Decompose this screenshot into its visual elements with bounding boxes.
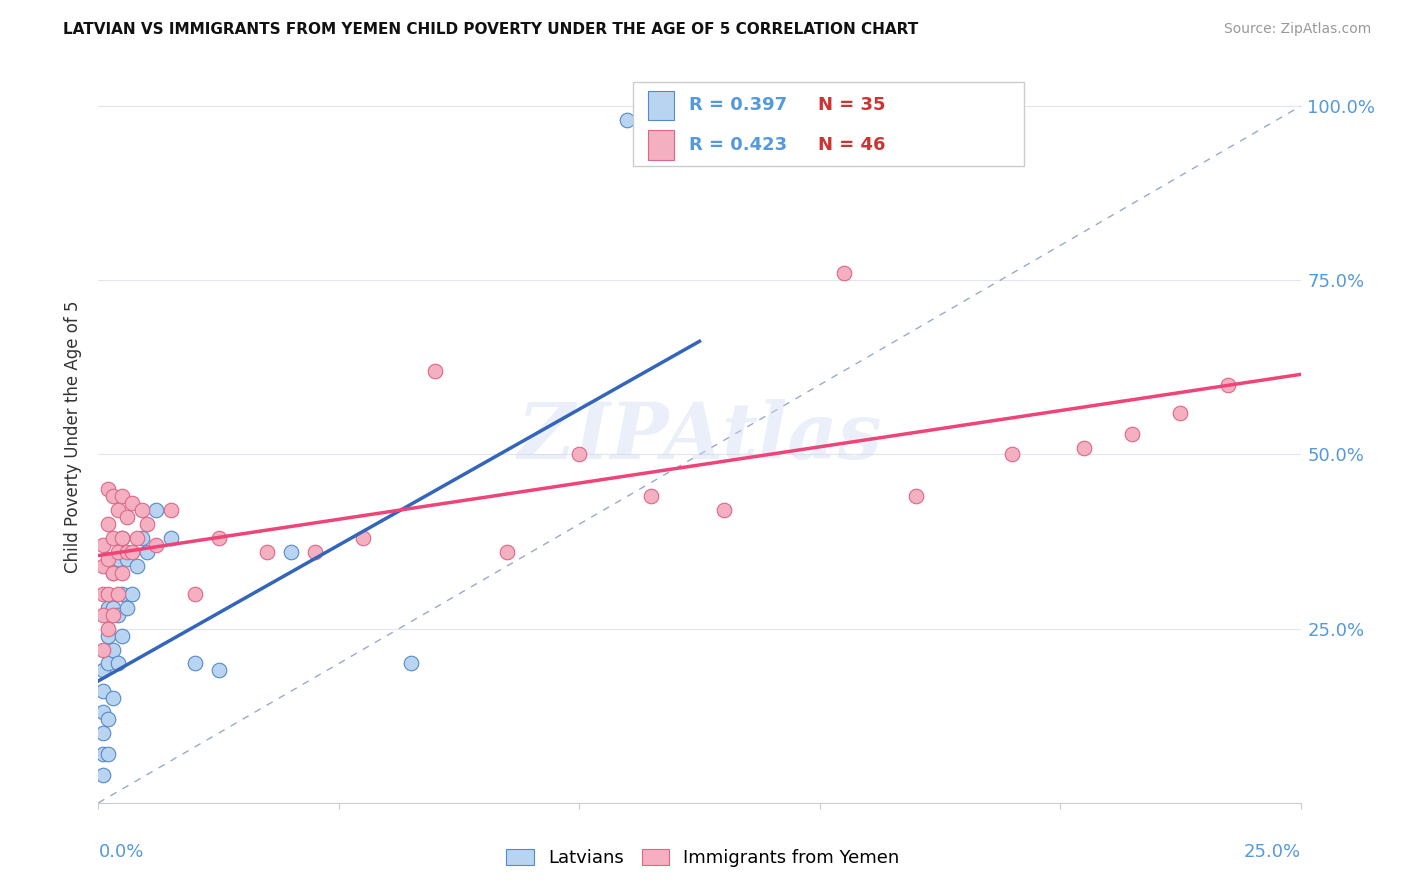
Point [159, 531, 181, 545]
Point [91, 538, 114, 552]
Point [640, 489, 662, 503]
Point [107, 587, 129, 601]
Point [399, 657, 422, 671]
Point [304, 545, 326, 559]
Point [97, 657, 120, 671]
FancyBboxPatch shape [648, 130, 675, 160]
Point [125, 531, 148, 545]
Point [135, 517, 157, 532]
Point [101, 642, 124, 657]
Legend: Latvians, Immigrants from Yemen: Latvians, Immigrants from Yemen [499, 841, 907, 874]
Point [640, 113, 662, 128]
Point [117, 552, 139, 566]
Point [1073, 441, 1095, 455]
Point [117, 600, 139, 615]
Point [97, 622, 120, 636]
Point [121, 496, 143, 510]
Point [91, 705, 114, 719]
Text: 0.0%: 0.0% [98, 843, 143, 861]
Point [111, 566, 134, 580]
Point [97, 712, 120, 726]
Point [616, 113, 638, 128]
Text: N = 46: N = 46 [818, 136, 886, 153]
Text: N = 35: N = 35 [818, 96, 886, 114]
Point [97, 600, 120, 615]
Point [111, 587, 134, 601]
Point [159, 503, 181, 517]
Point [107, 503, 129, 517]
Point [97, 517, 120, 532]
Point [91, 587, 114, 601]
Point [101, 566, 124, 580]
Point [423, 364, 446, 378]
Text: 25.0%: 25.0% [1243, 843, 1301, 861]
Point [97, 629, 120, 643]
Point [208, 664, 231, 678]
Point [111, 531, 134, 545]
Point [280, 545, 302, 559]
FancyBboxPatch shape [648, 91, 675, 120]
Point [91, 607, 114, 622]
Point [91, 558, 114, 573]
Point [1001, 448, 1024, 462]
Point [713, 503, 735, 517]
Point [97, 747, 120, 761]
Point [568, 448, 591, 462]
Point [145, 503, 167, 517]
Point [101, 607, 124, 622]
Text: R = 0.397: R = 0.397 [689, 96, 787, 114]
Point [101, 531, 124, 545]
Text: R = 0.423: R = 0.423 [689, 136, 787, 153]
Point [101, 600, 124, 615]
Point [121, 545, 143, 559]
Point [107, 607, 129, 622]
Point [1218, 377, 1240, 392]
Y-axis label: Child Poverty Under the Age of 5: Child Poverty Under the Age of 5 [65, 301, 83, 574]
Point [352, 531, 374, 545]
Point [107, 545, 129, 559]
Point [183, 657, 205, 671]
Point [832, 266, 855, 280]
Point [131, 503, 153, 517]
Point [91, 768, 114, 782]
Point [91, 747, 114, 761]
Point [97, 483, 120, 497]
Point [121, 587, 143, 601]
Point [1121, 426, 1143, 441]
Point [101, 691, 124, 706]
Point [117, 510, 139, 524]
Text: ZIPAtlas: ZIPAtlas [517, 399, 882, 475]
Point [1170, 406, 1192, 420]
Point [91, 642, 114, 657]
Point [117, 545, 139, 559]
Text: Source: ZipAtlas.com: Source: ZipAtlas.com [1223, 22, 1371, 37]
Text: LATVIAN VS IMMIGRANTS FROM YEMEN CHILD POVERTY UNDER THE AGE OF 5 CORRELATION CH: LATVIAN VS IMMIGRANTS FROM YEMEN CHILD P… [63, 22, 918, 37]
Point [183, 587, 205, 601]
Point [135, 545, 157, 559]
Point [91, 726, 114, 740]
Point [256, 545, 278, 559]
Point [101, 566, 124, 580]
Point [145, 538, 167, 552]
Point [111, 531, 134, 545]
Point [496, 545, 519, 559]
Point [107, 552, 129, 566]
FancyBboxPatch shape [633, 82, 1024, 167]
Point [111, 489, 134, 503]
Point [91, 664, 114, 678]
Point [107, 657, 129, 671]
Point [125, 558, 148, 573]
Point [904, 489, 927, 503]
Point [97, 587, 120, 601]
Point [131, 531, 153, 545]
Point [91, 684, 114, 698]
Point [111, 629, 134, 643]
Point [208, 531, 231, 545]
Point [97, 552, 120, 566]
Point [101, 489, 124, 503]
